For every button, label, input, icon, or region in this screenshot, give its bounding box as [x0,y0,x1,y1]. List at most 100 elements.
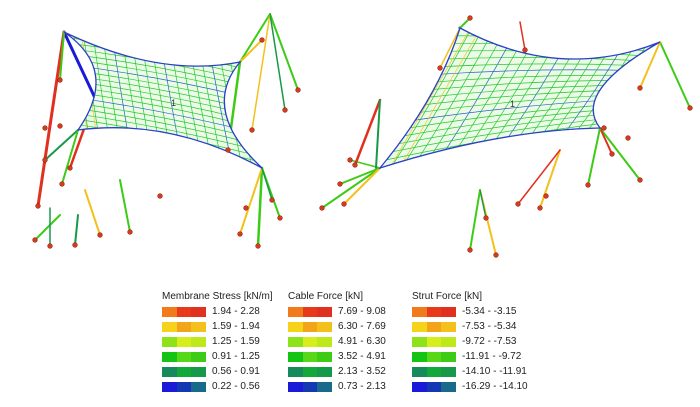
mesh-cable [416,30,494,162]
legend-row: 1.59 - 1.94 [162,319,273,334]
strut [659,41,691,109]
legend-range-label: 0.73 - 2.13 [338,381,386,392]
legend-swatch [412,321,457,332]
mesh-cable-high-stress [390,28,471,167]
mesh-cable [397,108,614,138]
anchor-point [347,157,353,163]
legend-row: 7.69 - 9.08 [288,304,386,319]
legend-range-label: 3.52 - 4.91 [338,351,386,362]
strut [539,149,561,209]
legend-swatch [288,351,333,362]
anchor-point [57,77,63,83]
strut [119,179,131,233]
strut [84,189,101,236]
anchor-group-right [319,15,693,258]
legend-strut-force: Strut Force [kN] -5.34 - -3.15 -7.53 - -5… [412,290,528,394]
legend-row: 1.94 - 2.28 [162,304,273,319]
anchor-point [243,205,249,211]
anchor-point [537,205,543,211]
legend-swatch [412,351,457,362]
strut [269,13,299,91]
strut [269,13,286,111]
anchor-point [515,201,521,207]
legend-range-label: -7.53 - -5.34 [462,321,517,332]
legend-row: 3.52 - 4.91 [288,349,386,364]
tensile-membrane-scene: 1 1 [32,13,693,258]
anchor-point [237,231,243,237]
legend-swatch [288,381,333,392]
anchor-point [467,15,473,21]
strut-group-left [34,13,299,248]
strut [469,189,481,251]
legend-row: 6.30 - 7.69 [288,319,386,334]
legend-row: -16.29 - -14.10 [412,379,528,394]
anchor-point [269,197,275,203]
legend-row: 0.22 - 0.56 [162,379,273,394]
anchor-point [277,215,283,221]
strut [256,166,264,248]
legend-row: -14.10 - -11.91 [412,364,528,379]
anchor-point [259,37,265,43]
strut [239,13,271,63]
anchor-point [522,47,528,53]
strut [261,167,273,201]
anchor-point [543,193,549,199]
strut [479,189,487,219]
mesh-cable [74,107,258,145]
anchor-point [282,107,288,113]
legend-swatch [288,321,333,332]
mesh-cable [404,29,483,164]
legend-range-label: 7.69 - 9.08 [338,306,386,317]
cable-net-mesh-right [384,28,657,167]
legend-row: -9.72 - -7.53 [412,334,528,349]
anchor-point [437,65,443,71]
strut [44,129,79,161]
mesh-cable [428,30,505,160]
legend-row: 0.73 - 2.13 [288,379,386,394]
anchor-point [249,127,255,133]
strut [639,41,661,89]
strut [587,127,601,186]
anchor-point [32,237,38,243]
legend-range-label: -9.72 - -7.53 [462,336,517,347]
anchor-point [127,229,133,235]
anchor-point [337,181,343,187]
anchor-group-left [32,37,301,249]
mesh-cable [442,57,647,62]
anchor-point [57,123,63,129]
legend-swatch [162,381,207,392]
strut [343,167,381,205]
legend-row: 4.91 - 6.30 [288,334,386,349]
anchor-point [625,135,631,141]
strut [74,214,79,246]
strut [353,98,382,167]
mesh-cable [428,74,637,83]
anchor-point [295,87,301,93]
anchor-point [157,193,163,199]
legend-swatch [412,306,457,317]
mesh-cable [388,118,607,153]
legend-title: Membrane Stress [kN/m] [162,291,273,302]
legend-row: 0.56 - 0.91 [162,364,273,379]
legend-range-label: 1.94 - 2.28 [212,306,260,317]
legend-title: Cable Force [kN] [288,291,364,302]
membrane-model-right: 1 [319,15,693,258]
legend-row: 1.25 - 1.59 [162,334,273,349]
strut [321,167,381,209]
anchor-point [637,85,643,91]
legend-range-label: 6.30 - 7.69 [338,321,386,332]
mesh-cable [437,63,644,68]
legend-swatch [162,351,207,362]
legend-swatch [412,366,457,377]
strut [61,129,79,185]
legend-range-label: 1.59 - 1.94 [212,321,260,332]
legend-swatch [162,306,207,317]
anchor-point [483,215,489,221]
legend-range-label: -11.91 - -9.72 [462,351,522,362]
membrane-model-left: 1 [32,13,301,249]
anchor-point [42,125,48,131]
anchor-point [319,205,325,211]
anchor-point [601,125,607,131]
legend-swatch [162,336,207,347]
legend-swatch [288,336,333,347]
